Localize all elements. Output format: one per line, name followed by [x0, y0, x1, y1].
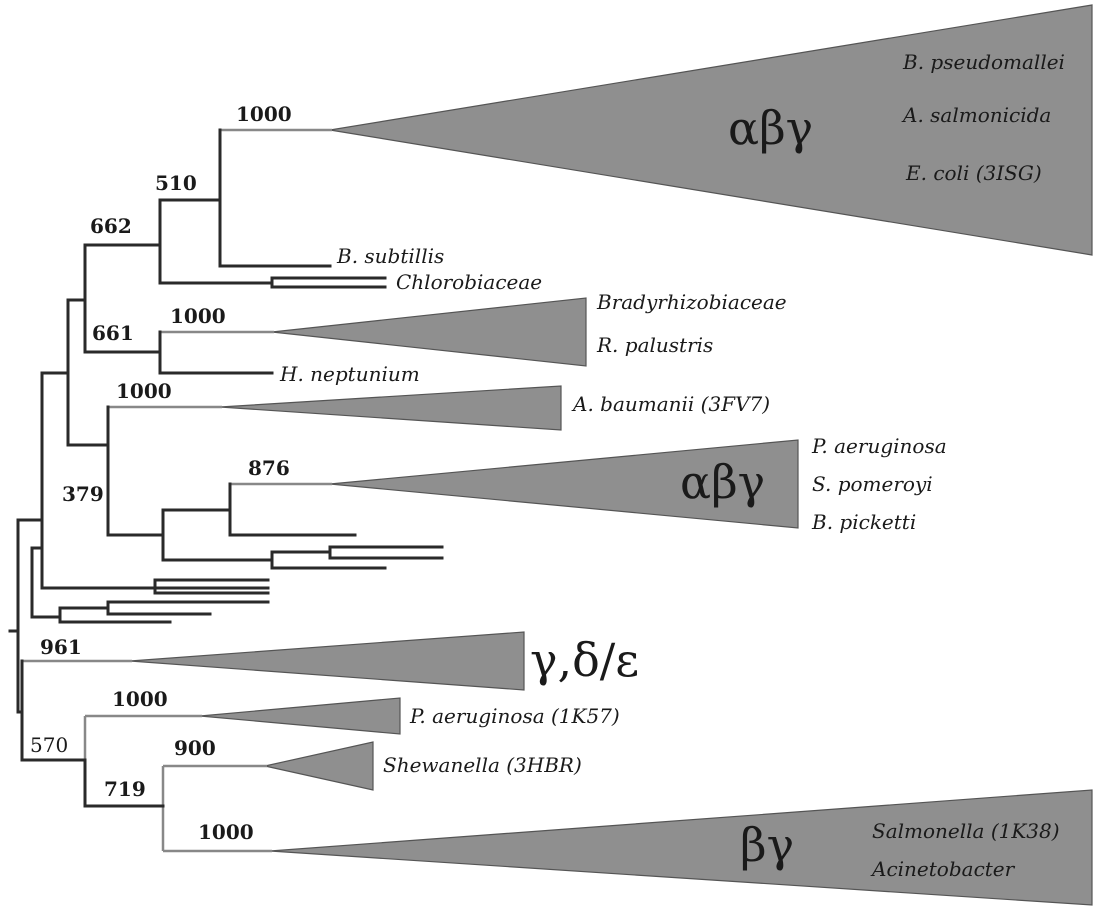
bootstrap-661: 661	[92, 321, 134, 345]
bootstrap-379: 379	[62, 482, 104, 506]
bootstrap-1000-pae: 1000	[112, 687, 168, 711]
clade-triangle-paeruginosa	[329, 439, 799, 529]
clade-triangle-shewanella	[264, 741, 374, 791]
taxon-e-coli: E. coli (3ISG)	[905, 161, 1042, 185]
taxon-acinetobacter: Acinetobacter	[870, 857, 1016, 881]
taxon-chlorobiaceae: Chlorobiaceae	[396, 270, 542, 294]
group-label-1: αβγ	[728, 101, 813, 155]
taxon-a-baumanii: A. baumanii (3FV7)	[571, 392, 770, 416]
taxon-b-subtillis: B. subtillis	[336, 244, 444, 268]
bootstrap-876: 876	[248, 456, 290, 480]
clade-triangle-top	[329, 4, 1093, 256]
bootstrap-662: 662	[90, 214, 132, 238]
bootstrap-570: 570	[30, 733, 68, 757]
taxon-a-salmonicida: A. salmonicida	[901, 103, 1051, 127]
bootstrap-1000-abau: 1000	[116, 379, 172, 403]
bootstrap-510: 510	[155, 171, 197, 195]
bootstrap-719: 719	[104, 777, 146, 801]
tree-branches	[8, 128, 444, 808]
taxon-p-aeruginosa: P. aeruginosa	[811, 434, 947, 458]
taxon-shewanella: Shewanella (3HBR)	[383, 753, 582, 777]
taxon-bradyrhizobiaceae: Bradyrhizobiaceae	[596, 290, 787, 314]
group-label-2: αβγ	[680, 455, 765, 509]
taxon-h-neptunium: H. neptunium	[279, 362, 420, 386]
taxon-p-aeruginosa-1k57: P. aeruginosa (1K57)	[409, 704, 620, 728]
clade-triangle-paeruginosa-1k57	[199, 697, 401, 735]
taxon-s-pomeroyi: S. pomeroyi	[812, 472, 933, 496]
taxon-b-picketti: B. picketti	[811, 510, 916, 534]
group-label-3: γ,δ/ε	[530, 633, 639, 687]
group-label-4: βγ	[740, 818, 794, 872]
clade-triangle-bradyrhizobiaceae	[271, 297, 587, 367]
taxon-r-palustris: R. palustris	[596, 333, 713, 357]
bootstrap-1000-salm: 1000	[198, 820, 254, 844]
taxon-salmonella: Salmonella (1K38)	[872, 819, 1060, 843]
clade-triangle-salmonella	[269, 789, 1093, 906]
clade-triangle-abaumanii	[219, 385, 562, 431]
taxon-b-pseudomallei: B. pseudomallei	[902, 50, 1065, 74]
bootstrap-900: 900	[174, 736, 216, 760]
bootstrap-1000-brady: 1000	[170, 304, 226, 328]
bootstrap-1000-top: 1000	[236, 102, 292, 126]
clade-triangle-gamma-delta	[129, 631, 525, 691]
bootstrap-961: 961	[40, 635, 82, 659]
